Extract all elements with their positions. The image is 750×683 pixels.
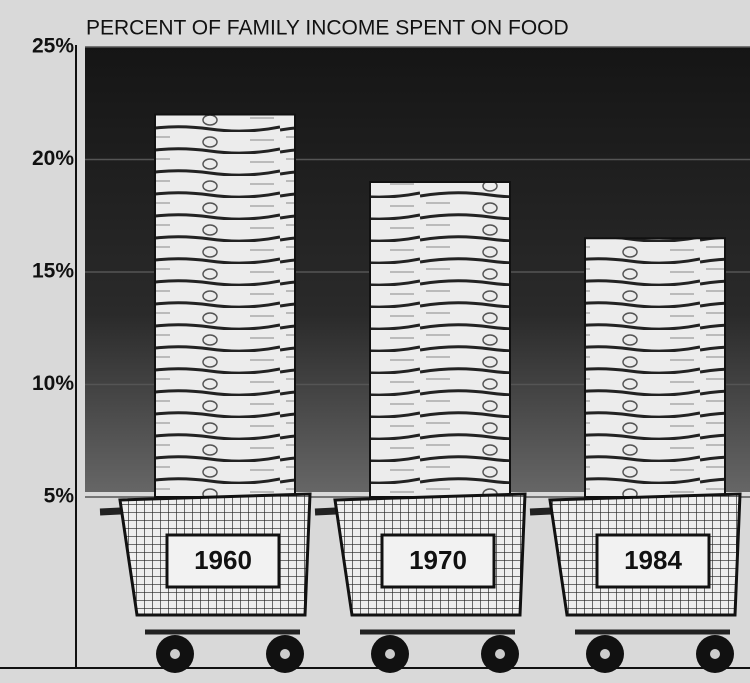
page: PERCENT OF FAMILY INCOME SPENT ON FOOD 5… (0, 0, 750, 683)
y-tick-label: 5% (44, 485, 75, 508)
y-tick-label: 20% (32, 147, 74, 170)
bill-stack (585, 238, 725, 497)
wheel-hub (710, 649, 720, 659)
x-tick-label: 1960 (194, 545, 252, 575)
y-tick-label: 15% (32, 260, 74, 283)
chart-title: PERCENT OF FAMILY INCOME SPENT ON FOOD (86, 17, 569, 40)
wheel-hub (495, 649, 505, 659)
chart: PERCENT OF FAMILY INCOME SPENT ON FOOD 5… (0, 0, 750, 683)
bill-stack (370, 182, 510, 497)
wheel-hub (600, 649, 610, 659)
x-tick-label: 1970 (409, 545, 467, 575)
wheel-hub (280, 649, 290, 659)
wheel-hub (170, 649, 180, 659)
y-tick-label: 25% (32, 35, 74, 58)
bill-stack (155, 115, 295, 498)
wheel-hub (385, 649, 395, 659)
y-tick-label: 10% (32, 372, 74, 395)
x-tick-label: 1984 (624, 545, 682, 575)
